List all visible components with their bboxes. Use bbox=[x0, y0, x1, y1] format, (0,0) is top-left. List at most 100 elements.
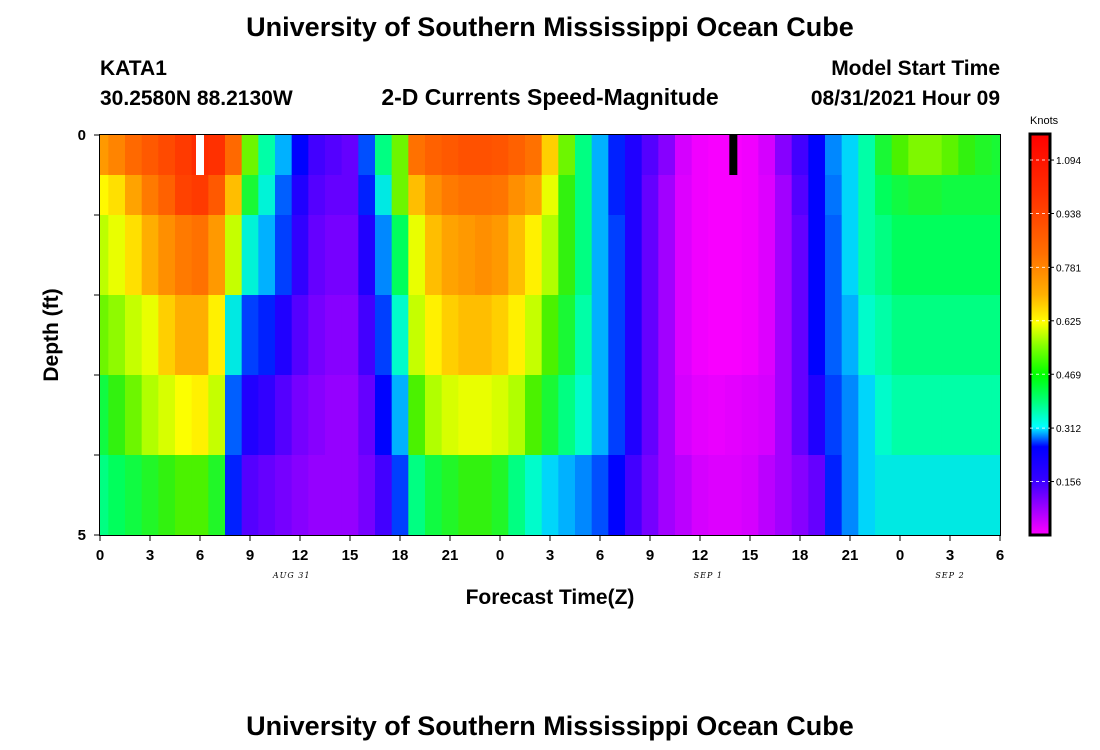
x-tick-label: 21 bbox=[842, 547, 859, 564]
heatmap-cell bbox=[675, 175, 693, 216]
heatmap-cell bbox=[358, 215, 376, 296]
heatmap-cell bbox=[858, 135, 876, 176]
heatmap-cell bbox=[358, 135, 376, 176]
heatmap-cell bbox=[508, 135, 526, 176]
heatmap-cell bbox=[375, 175, 393, 216]
heatmap-cell bbox=[891, 295, 909, 376]
heatmap-cell bbox=[925, 175, 943, 216]
heatmap-cell bbox=[608, 375, 626, 456]
heatmap-cell bbox=[241, 135, 259, 176]
heatmap-cell bbox=[875, 215, 893, 296]
heatmap-cell bbox=[558, 455, 576, 536]
heatmap-cell bbox=[341, 295, 359, 376]
heatmap-cell bbox=[191, 455, 209, 536]
heatmap-cell bbox=[408, 135, 426, 176]
heatmap-cell bbox=[291, 135, 309, 176]
model-start-value: 08/31/2021 Hour 09 bbox=[811, 87, 1000, 110]
heatmap-cell bbox=[641, 295, 659, 376]
heatmap-cell bbox=[291, 375, 309, 456]
date-labels: AUG 31 SEP 1 SEP 2 bbox=[272, 571, 964, 580]
colorbar-tick-label: 0.312 bbox=[1056, 424, 1081, 435]
heatmap-cell bbox=[675, 215, 693, 296]
x-tick-label: 0 bbox=[896, 547, 904, 564]
heatmap-cell bbox=[908, 455, 926, 536]
heatmap-cell bbox=[591, 375, 609, 456]
heatmap-cell bbox=[541, 295, 559, 376]
heatmap-cell bbox=[625, 295, 643, 376]
heatmap-cell bbox=[325, 135, 343, 176]
heatmap-cell bbox=[508, 375, 526, 456]
heatmap-cell bbox=[100, 135, 109, 176]
heatmap-cell bbox=[958, 295, 976, 376]
heatmap-cell bbox=[291, 215, 309, 296]
heatmap-cell bbox=[875, 455, 893, 536]
heatmap-cell bbox=[541, 455, 559, 536]
heatmap-cell bbox=[425, 455, 443, 536]
heatmap-cell bbox=[408, 295, 426, 376]
heatmap-cell bbox=[841, 455, 859, 536]
heatmap-cell bbox=[241, 175, 259, 216]
heatmap-cell bbox=[808, 455, 826, 536]
heatmap-cell bbox=[508, 215, 526, 296]
heatmap-cell bbox=[491, 135, 509, 176]
heatmap-cell bbox=[908, 215, 926, 296]
heatmap-cell bbox=[475, 375, 493, 456]
heatmap-cell bbox=[425, 135, 443, 176]
heatmap-cell bbox=[941, 215, 959, 296]
heatmap-cell bbox=[491, 295, 509, 376]
heatmap-cell bbox=[741, 295, 759, 376]
heatmap-cell bbox=[691, 135, 709, 176]
heatmap-cell bbox=[991, 215, 1001, 296]
heatmap-cell bbox=[841, 375, 859, 456]
heatmap-cell bbox=[575, 175, 593, 216]
heatmap-cell bbox=[100, 215, 109, 296]
heatmap-cell bbox=[525, 295, 543, 376]
heatmap-cell bbox=[791, 175, 809, 216]
heatmap-cell bbox=[991, 175, 1001, 216]
heatmap-cell bbox=[458, 295, 476, 376]
heatmap-cell bbox=[125, 295, 143, 376]
heatmap-cell bbox=[925, 455, 943, 536]
heatmap-cell bbox=[641, 215, 659, 296]
heatmap-cell bbox=[825, 135, 843, 176]
heatmap-cell bbox=[541, 375, 559, 456]
date-label: AUG 31 bbox=[272, 571, 311, 580]
heatmap-cell bbox=[291, 295, 309, 376]
heatmap-cell bbox=[958, 175, 976, 216]
heatmap-cell bbox=[175, 375, 193, 456]
main-title: University of Southern Mississippi Ocean… bbox=[246, 12, 854, 42]
heatmap-cell bbox=[675, 295, 693, 376]
heatmap-cell bbox=[491, 375, 509, 456]
heatmap-cell bbox=[158, 135, 176, 176]
time-marker bbox=[196, 135, 204, 175]
heatmap-cell bbox=[841, 135, 859, 176]
heatmap-cell bbox=[158, 175, 176, 216]
heatmap-cell bbox=[408, 455, 426, 536]
heatmap-cell bbox=[775, 375, 793, 456]
heatmap-cell bbox=[108, 135, 126, 176]
heatmap-cell bbox=[608, 295, 626, 376]
heatmap-cell bbox=[408, 175, 426, 216]
heatmap-cell bbox=[341, 455, 359, 536]
heatmap-cell bbox=[958, 375, 976, 456]
heatmap-cell bbox=[575, 215, 593, 296]
heatmap-cell bbox=[100, 175, 109, 216]
heatmap-cell bbox=[391, 295, 409, 376]
heatmap-cell bbox=[691, 295, 709, 376]
heatmap-cell bbox=[408, 375, 426, 456]
heatmap-cell bbox=[108, 295, 126, 376]
time-marker bbox=[729, 135, 738, 175]
heatmap-cell bbox=[741, 375, 759, 456]
heatmap-cell bbox=[225, 215, 243, 296]
x-tick-label: 9 bbox=[246, 547, 254, 564]
heatmap-cell bbox=[891, 455, 909, 536]
heatmap-cell bbox=[725, 375, 743, 456]
x-tick-label: 6 bbox=[996, 547, 1004, 564]
heatmap-cell bbox=[275, 455, 293, 536]
heatmap-cell bbox=[708, 455, 726, 536]
heatmap-cell bbox=[225, 175, 243, 216]
heatmap-cell bbox=[658, 135, 676, 176]
heatmap-cell bbox=[325, 295, 343, 376]
heatmap-cell bbox=[125, 375, 143, 456]
